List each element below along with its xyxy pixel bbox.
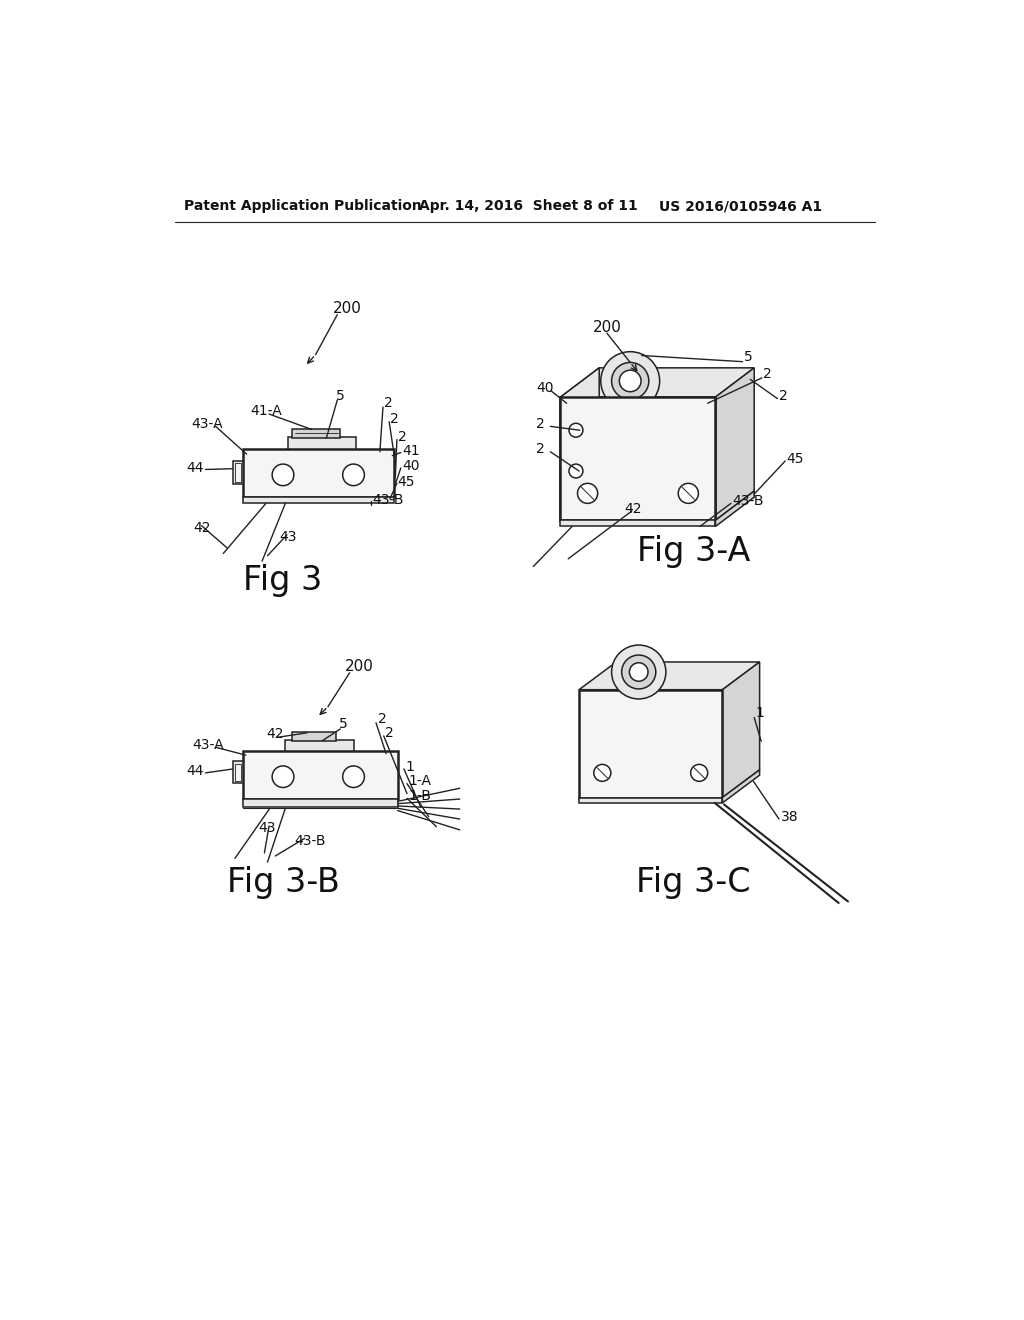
Text: 44: 44	[186, 461, 204, 475]
Bar	[233, 461, 243, 484]
Bar	[288, 437, 356, 450]
Text: 2: 2	[378, 711, 386, 726]
Circle shape	[343, 465, 365, 486]
Circle shape	[690, 764, 708, 781]
Bar	[234, 763, 241, 780]
Text: 2: 2	[537, 442, 545, 457]
Text: 45: 45	[397, 475, 415, 488]
Bar	[243, 751, 397, 799]
Text: 2: 2	[537, 417, 545, 432]
Bar	[243, 799, 397, 807]
Circle shape	[569, 465, 583, 478]
Text: Patent Application Publication: Patent Application Publication	[183, 199, 422, 213]
Text: 43-B: 43-B	[372, 492, 403, 507]
Text: 43-B: 43-B	[732, 494, 764, 508]
Text: 43: 43	[280, 531, 297, 544]
Text: 43-A: 43-A	[193, 738, 224, 752]
Circle shape	[343, 766, 365, 788]
Text: 42: 42	[624, 502, 641, 516]
Text: 5: 5	[336, 388, 344, 403]
Bar	[243, 449, 394, 498]
Polygon shape	[560, 368, 599, 520]
Bar	[560, 397, 716, 520]
Circle shape	[578, 483, 598, 503]
Text: 1: 1	[756, 706, 765, 719]
Text: US 2016/0105946 A1: US 2016/0105946 A1	[658, 199, 822, 213]
Circle shape	[630, 663, 648, 681]
Text: 43: 43	[258, 821, 275, 836]
Text: Fig 3: Fig 3	[244, 564, 323, 597]
Text: 5: 5	[339, 717, 347, 731]
Circle shape	[569, 424, 583, 437]
Bar	[233, 762, 243, 783]
Text: 2: 2	[390, 412, 398, 425]
Circle shape	[594, 764, 611, 781]
Polygon shape	[560, 368, 755, 397]
Text: 43-B: 43-B	[295, 834, 326, 847]
Text: 41-A: 41-A	[251, 404, 283, 418]
Circle shape	[611, 363, 649, 400]
Circle shape	[272, 465, 294, 486]
Text: Fig 3-A: Fig 3-A	[637, 535, 751, 568]
Bar	[243, 498, 394, 503]
Circle shape	[611, 645, 666, 700]
Bar	[234, 463, 241, 482]
Circle shape	[601, 351, 659, 411]
Text: 42: 42	[194, 521, 211, 535]
Circle shape	[622, 655, 655, 689]
Text: 2: 2	[764, 367, 772, 381]
Text: 2: 2	[385, 726, 394, 739]
Bar	[560, 397, 716, 520]
Text: 2: 2	[397, 430, 407, 444]
Circle shape	[272, 766, 294, 788]
Polygon shape	[716, 368, 755, 520]
Text: 42: 42	[266, 727, 284, 742]
Text: 45: 45	[786, 451, 804, 466]
Text: 1: 1	[406, 760, 415, 774]
Polygon shape	[722, 770, 760, 803]
Bar	[286, 739, 353, 751]
Text: 1-A: 1-A	[409, 774, 431, 788]
Bar	[579, 797, 722, 803]
Circle shape	[678, 483, 698, 503]
Text: 38: 38	[780, 809, 798, 824]
Polygon shape	[716, 491, 755, 527]
Bar	[292, 429, 340, 438]
Bar	[292, 733, 337, 741]
Text: Apr. 14, 2016  Sheet 8 of 11: Apr. 14, 2016 Sheet 8 of 11	[419, 199, 637, 213]
Text: 44: 44	[186, 764, 204, 779]
Text: 5: 5	[744, 350, 753, 364]
Text: 43-A: 43-A	[191, 417, 223, 432]
Text: 41: 41	[402, 444, 420, 458]
Text: 200: 200	[593, 321, 622, 335]
Bar	[560, 520, 716, 527]
Text: 1-B: 1-B	[409, 789, 431, 803]
Polygon shape	[722, 663, 760, 797]
Text: 2: 2	[779, 388, 787, 403]
Bar	[579, 689, 722, 797]
Text: 200: 200	[345, 659, 374, 675]
Text: 40: 40	[402, 459, 420, 474]
Polygon shape	[579, 663, 760, 689]
Text: Fig 3-C: Fig 3-C	[637, 866, 751, 899]
Text: Fig 3-B: Fig 3-B	[226, 866, 339, 899]
Text: 2: 2	[384, 396, 392, 411]
Circle shape	[620, 370, 641, 392]
Text: 200: 200	[334, 301, 362, 315]
Text: 40: 40	[537, 381, 554, 395]
